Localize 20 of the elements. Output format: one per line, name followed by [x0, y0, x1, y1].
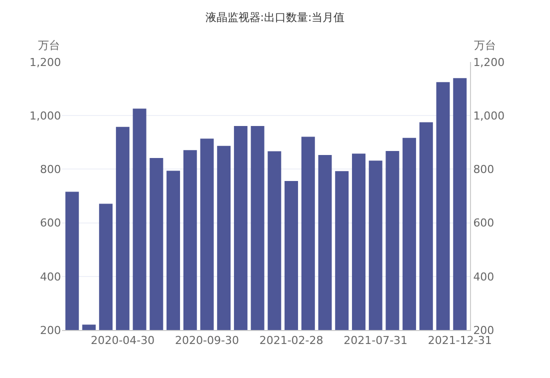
x-tick-label: 2021-12-31 [428, 334, 492, 348]
y2-tick-label: 200 [473, 324, 494, 337]
x-tick-label: 2021-02-28 [259, 334, 324, 348]
y-tick-label: 800 [40, 163, 61, 176]
y-tick-label: 1,200 [30, 56, 61, 69]
x-tick-label: 2020-04-30 [90, 334, 155, 348]
y-tick-label: 1,000 [30, 109, 61, 122]
chart-title: 液晶监视器:出口数量:当月值 [205, 10, 345, 24]
x-tick-label: 2020-09-30 [175, 334, 239, 348]
y2-tick-label: 400 [473, 270, 494, 284]
x-tick-label: 2021-07-31 [344, 334, 408, 348]
y2-tick-label: 600 [473, 216, 494, 230]
y2-tick-label: 1,000 [473, 109, 505, 122]
y-tick-label: 600 [40, 216, 61, 230]
y-tick-label: 200 [40, 324, 61, 337]
y2-tick-label: 1,200 [473, 56, 505, 69]
y-tick-label: 400 [40, 270, 61, 284]
y2-axis-title: 万台 [474, 39, 496, 52]
y-axis-title: 万台 [38, 39, 60, 52]
y2-tick-label: 800 [473, 163, 494, 176]
